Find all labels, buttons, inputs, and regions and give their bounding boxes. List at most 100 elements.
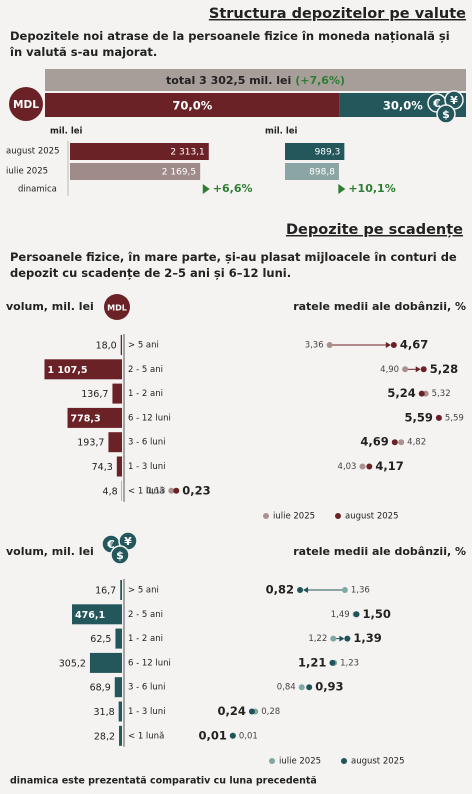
rate-dot [330,635,337,642]
volume-value: 193,7 [77,438,104,449]
section-subtitle: Persoanele fizice, în mare parte, și-au … [10,250,457,280]
text-line: Depozitele noi atrase de la persoanele f… [10,29,450,43]
volume-bar [114,677,122,698]
total-label: total 3 302,5 mil. lei (+7,6%) [166,74,345,87]
bar [285,143,345,160]
bar-label: 2 169,5 [162,168,196,178]
share-bar-segment [45,93,340,117]
rate-value: 0,13 [146,486,165,496]
rate-value: 4,90 [380,365,399,375]
unit-label: mil. lei [50,127,83,137]
rate-dot [329,659,336,666]
dynamics-value: +10,1% [348,182,395,195]
footer-note: dinamica este prezentată comparativ cu l… [10,776,317,787]
volume-bar [108,432,122,453]
category-label: > 5 ani [128,341,159,351]
rate-value: 4,67 [400,338,428,352]
change-arrowhead [415,366,421,373]
rate-dot [297,587,304,593]
row-label: iulie 2025 [6,167,48,177]
bar-label: 989,3 [315,148,341,158]
volume-value: 28,2 [94,731,115,742]
rate-value: 5,59 [405,410,433,424]
dynamics-value: +6,6% [213,182,253,195]
growth-arrow [338,184,346,194]
volume-bar [120,335,122,355]
rate-value: 0,84 [277,683,296,693]
rate-dot [420,366,427,373]
rate-label: ratele medii ale dobânzii, % [293,545,466,558]
share-label: 30,0% [383,99,423,113]
legend-label: iulie 2025 [279,757,321,767]
rate-dot [173,487,180,494]
share-label: 70,0% [172,99,212,113]
rate-value: 1,49 [331,610,350,620]
volume-bar [120,580,122,600]
rate-dot [248,708,255,715]
unit-label: mil. lei [265,127,298,137]
volume-bar [112,383,122,404]
fx-symbol: $ [442,108,450,121]
rate-dot [418,390,425,397]
rate-value: 1,23 [340,658,359,668]
volume-value: 136,7 [81,389,108,400]
category-label: 3 - 6 luni [128,683,166,693]
rate-value: 4,17 [375,459,403,473]
rate-dot [229,732,236,739]
category-label: 2 - 5 ani [128,610,163,620]
volume-value: 4,8 [103,486,118,497]
change-arrowhead [385,342,391,348]
volume-value: 1 107,5 [47,365,87,376]
bar-label: 898,8 [309,168,335,178]
volume-value: 476,1 [75,610,105,621]
volume-value: 68,9 [90,683,111,694]
rate-dot [398,439,405,446]
growth-arrow [202,184,210,194]
bar [70,143,209,160]
rate-dot [366,463,373,470]
legend-dot [341,758,347,764]
volume-bar [72,604,122,625]
legend-dot [269,758,275,764]
bar [285,163,339,180]
rate-value: 0,24 [218,704,246,718]
rate-dot [326,342,333,348]
category-label: < 1 lună [128,486,164,496]
section-title: Depozite pe scadențe [286,222,463,238]
rate-dot [353,611,360,618]
rate-dot [344,635,351,642]
category-label: 6 - 12 luni [128,658,171,668]
volume-bar [115,628,122,649]
section-subtitle: Depozitele noi atrase de la persoanele f… [9,29,450,59]
volume-value: 305,2 [59,658,86,669]
volume-value: 16,7 [95,586,116,597]
volume-value: 31,8 [94,707,115,718]
legend-dot [335,513,341,519]
rate-value: 1,39 [353,631,381,645]
text-line: în valută s-au majorat. [9,45,157,59]
legend-label: august 2025 [351,757,404,767]
volume-label: volum, mil. lei [6,300,94,313]
rate-value: 1,36 [351,586,370,596]
volume-label: volum, mil. lei [6,545,94,558]
fx-symbol: € [106,538,115,551]
fx-symbol: $ [116,549,124,562]
rate-value: 1,50 [363,607,391,621]
volume-bar [44,359,122,380]
fx-symbol: € [432,97,441,110]
rate-dot [435,414,442,421]
volume-bar [118,701,122,722]
volume-value: 62,5 [90,634,111,645]
volume-bar [89,652,122,673]
change-arrowhead [339,635,345,642]
volume-value: 778,3 [71,413,101,424]
category-label: 1 - 3 luni [128,707,166,717]
rate-value: 4,03 [338,462,357,472]
fx-symbol: ¥ [450,94,458,107]
rate-value: 0,01 [239,731,258,741]
rate-value: 5,24 [387,386,415,400]
row-label: dinamica [18,185,57,195]
volume-bar [119,725,122,746]
